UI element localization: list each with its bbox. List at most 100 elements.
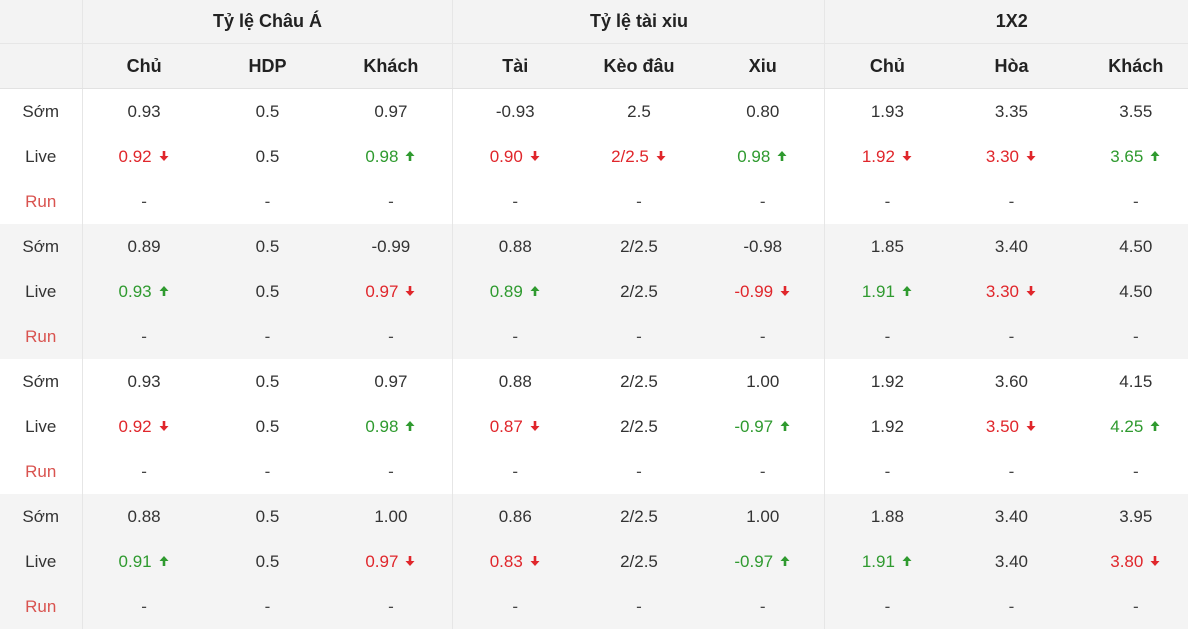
odds-cell: 3.60 (949, 359, 1073, 404)
odds-value: 0.5 (255, 101, 280, 121)
odds-value: 1.00 (746, 371, 780, 391)
odds-cell: - (205, 314, 330, 359)
odds-cell: 4.15 (1074, 359, 1188, 404)
odds-value: 3.55 (1119, 101, 1153, 121)
empty-value: - (636, 326, 642, 346)
empty-value: - (512, 596, 519, 616)
odds-cell: 0.97 (329, 89, 453, 135)
odds-cell: - (824, 584, 950, 629)
odds-value: -0.93 (495, 101, 535, 121)
table-row: Live 0.93 0.5 0.97 0.89 2/2.5 -0.99 1.91 3.30 4.5… (0, 269, 1188, 314)
odds-value: 0.80 (746, 101, 780, 121)
odds-value: 1.91 (861, 551, 895, 571)
odds-cell: 3.95 (1073, 494, 1188, 539)
arrow-up-icon (404, 150, 416, 162)
odds-cell: -0.97 (700, 539, 825, 584)
arrow-up-icon (901, 555, 913, 567)
odds-cell: 0.93 (81, 359, 206, 404)
odds-cell: 0.97 (329, 269, 453, 314)
empty-value: - (141, 596, 147, 616)
odds-cell: 0.91 (81, 539, 206, 584)
odds-cell: - (81, 449, 206, 494)
empty-value: - (388, 191, 394, 211)
odds-value: 0.89 (127, 236, 161, 256)
odds-cell: - (81, 584, 206, 629)
odds-value: 1.00 (746, 506, 780, 526)
empty-value: - (388, 596, 394, 616)
empty-value: - (512, 326, 519, 346)
odds-cell: - (949, 584, 1074, 629)
corner-cell (0, 0, 82, 44)
empty-value: - (636, 461, 642, 481)
odds-value: 0.5 (255, 416, 280, 436)
arrow-up-icon (404, 420, 416, 432)
odds-cell: - (206, 179, 330, 224)
odds-cell: - (576, 314, 701, 359)
odds-cell: 1.92 (824, 359, 950, 404)
odds-cell: 0.89 (81, 224, 206, 269)
group-header-row: Tỷ lệ Châu Á Tỷ lệ tài xiu 1X2 (0, 0, 1188, 44)
odds-value: 3.40 (994, 551, 1029, 571)
odds-cell: 2/2.5 (577, 404, 701, 449)
odds-cell: 2.5 (577, 89, 701, 135)
odds-value: -0.99 (371, 236, 411, 256)
odds-cell: - (452, 179, 577, 224)
odds-cell: - (576, 584, 701, 629)
row-label: Live (25, 416, 57, 436)
odds-cell: 1.91 (824, 539, 950, 584)
odds-value: 0.97 (374, 101, 408, 121)
odds-cell: -0.97 (701, 404, 825, 449)
empty-value: - (1008, 326, 1015, 346)
odds-cell: - (81, 314, 206, 359)
table-row: Run - - - - - - - - - (0, 584, 1188, 629)
empty-value: - (141, 191, 147, 211)
odds-value: 4.50 (1119, 281, 1153, 301)
odds-value: 2/2.5 (620, 551, 658, 571)
arrow-down-icon (1025, 150, 1037, 162)
odds-value: 0.5 (255, 146, 280, 166)
odds-cell: - (1074, 449, 1188, 494)
odds-cell: 0.98 (329, 404, 453, 449)
table-row: Live 0.91 0.5 0.97 0.83 2/2.5 -0.97 1.91 3.40 3.8… (0, 539, 1188, 584)
odds-value: -0.97 (734, 551, 774, 571)
column-header: Hòa (949, 43, 1074, 89)
odds-cell: 2/2.5 (576, 539, 701, 584)
odds-value: 0.88 (498, 236, 532, 256)
odds-value: 0.5 (255, 551, 280, 571)
arrow-down-icon (901, 150, 913, 162)
odds-cell: 0.90 (452, 134, 577, 179)
odds-value: 1.92 (861, 146, 895, 166)
odds-cell: 2/2.5 (576, 494, 701, 539)
odds-value: 1.92 (870, 416, 904, 436)
odds-cell: 0.5 (205, 494, 330, 539)
odds-cell: 0.87 (452, 404, 577, 449)
odds-cell: 2/2.5 (577, 359, 701, 404)
odds-value: 1.91 (861, 281, 895, 301)
odds-cell: 0.98 (701, 134, 825, 179)
odds-cell: 0.92 (81, 404, 206, 449)
empty-value: - (1008, 461, 1015, 481)
empty-value: - (636, 596, 642, 616)
group-header-1x2: 1X2 (824, 0, 1188, 44)
odds-cell: 0.5 (206, 89, 330, 135)
odds-cell: 0.5 (205, 224, 330, 269)
empty-value: - (884, 596, 891, 616)
odds-cell: - (949, 179, 1073, 224)
arrow-down-icon (1025, 420, 1037, 432)
odds-cell: 4.50 (1073, 269, 1188, 314)
odds-value: 0.98 (365, 146, 399, 166)
table-header: Tỷ lệ Châu Á Tỷ lệ tài xiu 1X2 Chủ HDP K… (0, 0, 1188, 89)
odds-value: 0.92 (118, 416, 152, 436)
odds-cell: -0.93 (452, 88, 577, 134)
odds-cell: - (452, 314, 577, 359)
odds-cell: -0.99 (329, 224, 453, 269)
table-row: Live 0.92 0.5 0.98 0.87 2/2.5 -0.97 1.92 3.50 4.2… (0, 404, 1188, 449)
odds-value: 3.60 (994, 371, 1029, 391)
odds-value: 0.97 (374, 371, 408, 391)
empty-value: - (264, 326, 271, 346)
odds-cell: 0.5 (206, 404, 330, 449)
odds-value: 0.90 (489, 146, 523, 166)
odds-cell: 2/2.5 (576, 269, 701, 314)
column-header: Xiu (700, 43, 825, 89)
odds-cell: 0.89 (452, 269, 577, 314)
